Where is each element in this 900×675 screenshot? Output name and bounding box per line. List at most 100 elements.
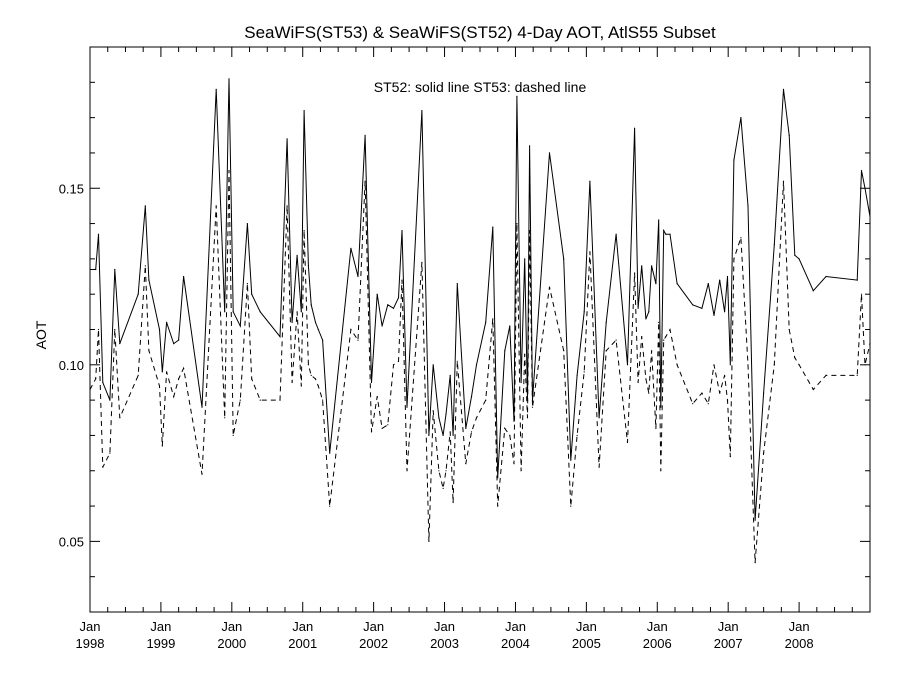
- data-point-st52: [438, 417, 440, 419]
- y-tick-label: 0.05: [59, 534, 84, 549]
- data-point-st53: [794, 357, 796, 359]
- data-point-st52: [598, 417, 600, 419]
- data-point-st53: [524, 353, 526, 355]
- data-point-st53: [598, 466, 600, 468]
- data-point-st53: [665, 336, 667, 338]
- data-point-st52: [648, 311, 650, 313]
- data-point-st52: [754, 519, 756, 521]
- data-point-st53: [526, 417, 529, 419]
- data-point-st53: [516, 223, 518, 225]
- data-point-st53: [421, 261, 423, 263]
- data-point-st52: [864, 187, 866, 189]
- data-point-st53: [224, 417, 226, 419]
- data-point-st52: [148, 279, 150, 281]
- data-point-st53: [520, 470, 522, 472]
- data-point-st52: [773, 244, 775, 246]
- data-point-st53: [387, 424, 389, 426]
- data-point-st53: [166, 371, 168, 373]
- data-point-st53: [303, 230, 305, 232]
- data-point-st52: [583, 311, 585, 313]
- x-tick-label-year: 1999: [146, 636, 175, 651]
- data-point-st52: [291, 321, 293, 323]
- data-point-st52: [445, 413, 447, 415]
- data-point-st53: [300, 385, 302, 387]
- data-point-st52: [296, 254, 298, 256]
- x-tick-label-month: Jan: [363, 619, 384, 634]
- data-point-st52: [676, 283, 678, 285]
- data-point-st53: [648, 392, 650, 394]
- data-point-st53: [137, 374, 139, 376]
- data-point-st52: [812, 290, 814, 292]
- y-axis-label: AOT: [33, 320, 49, 349]
- x-tick-label-month: Jan: [150, 619, 171, 634]
- data-point-st53: [89, 388, 91, 391]
- data-point-st53: [102, 466, 104, 468]
- data-point-st52: [364, 134, 366, 136]
- data-point-st53: [615, 339, 617, 341]
- data-point-st53: [641, 336, 643, 338]
- data-point-st53: [307, 364, 309, 366]
- data-point-st52: [729, 364, 731, 366]
- data-point-st53: [663, 339, 665, 341]
- data-point-st53: [729, 456, 731, 458]
- data-point-st53: [158, 385, 161, 387]
- data-point-st52: [322, 339, 324, 341]
- y-tick-label: 0.15: [59, 181, 84, 196]
- x-tick-label-month: Jan: [80, 619, 101, 634]
- plot-frame: [89, 46, 871, 613]
- data-point-st53: [660, 470, 662, 472]
- data-point-st52: [719, 279, 721, 281]
- data-point-st53: [626, 441, 629, 444]
- data-point-st53: [465, 463, 467, 465]
- x-tick-label-year: 1998: [76, 636, 105, 651]
- data-point-st52: [303, 110, 305, 112]
- data-point-st52: [215, 88, 217, 90]
- data-point-st53: [259, 399, 261, 401]
- data-point-st53: [109, 452, 111, 454]
- data-point-st52: [173, 343, 175, 345]
- line-style-annotation: ST52: solid line ST53: dashed line: [374, 79, 587, 95]
- x-tick-label-year: 2000: [217, 636, 246, 651]
- data-point-st53: [438, 470, 440, 472]
- data-point-st53: [314, 378, 317, 380]
- data-point-st52: [300, 311, 302, 313]
- data-point-st52: [860, 170, 863, 172]
- x-tick-label-month: Jan: [292, 619, 313, 634]
- data-point-st53: [798, 364, 800, 366]
- data-point-st52: [516, 95, 518, 97]
- data-point-st52: [456, 283, 458, 285]
- data-point-st53: [869, 343, 871, 345]
- data-point-st53: [733, 258, 735, 260]
- data-point-st53: [782, 180, 785, 182]
- data-point-st52: [524, 258, 526, 260]
- data-point-st53: [322, 399, 324, 401]
- x-tick-label-month: Jan: [647, 619, 668, 634]
- data-point-st53: [148, 350, 150, 352]
- data-point-st53: [864, 364, 866, 366]
- data-point-st53: [513, 463, 515, 465]
- data-point-st53: [583, 371, 585, 373]
- data-point-st53: [504, 427, 506, 429]
- data-point-st52: [329, 452, 331, 454]
- data-point-st52: [397, 297, 400, 299]
- data-point-st53: [492, 318, 494, 320]
- data-point-st52: [376, 293, 378, 295]
- x-tick-label-month: Jan: [505, 619, 526, 634]
- data-point-st52: [279, 336, 281, 338]
- data-point-st53: [370, 431, 373, 433]
- data-point-st53: [470, 431, 473, 433]
- data-point-st52: [465, 427, 467, 429]
- data-point-st52: [161, 371, 163, 373]
- data-point-st52: [740, 117, 742, 119]
- data-point-st52: [314, 321, 317, 323]
- data-point-st52: [665, 233, 667, 235]
- chart-title: SeaWiFS(ST53) & SeaWiFS(ST52) 4-Day AOT,…: [244, 23, 716, 42]
- data-point-st52: [645, 318, 647, 320]
- data-point-st53: [676, 364, 678, 366]
- data-point-st53: [812, 388, 814, 391]
- data-point-st52: [520, 381, 522, 384]
- data-point-st52: [788, 134, 790, 136]
- data-point-st52: [701, 307, 703, 309]
- x-tick-label-year: 2002: [359, 636, 388, 651]
- data-point-st53: [95, 378, 97, 380]
